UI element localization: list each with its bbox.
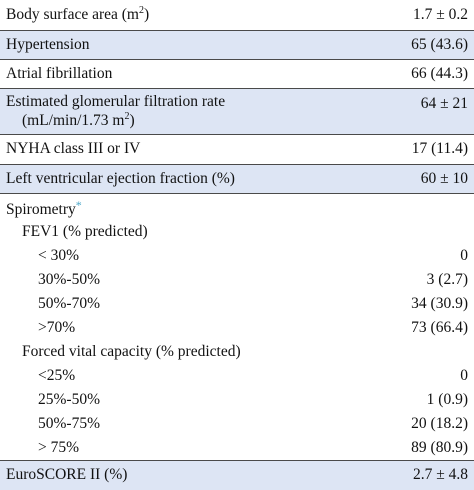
table-row: EuroSCORE II (%) 2.7 ± 4.8 [0, 460, 474, 490]
row-value: 0 [460, 247, 468, 264]
table-row: 50%-75% 20 (18.2) [0, 412, 474, 436]
row-value: 89 (80.9) [356, 436, 474, 461]
row-label: FEV1 (% predicted) [22, 223, 148, 240]
row-label: < 30% [38, 247, 80, 264]
row-label: Spirometry* [6, 198, 82, 218]
row-label: Left ventricular ejection fraction (%) [0, 164, 356, 194]
row-label: <25% [38, 367, 76, 384]
table-row: >70% 73 (66.4) [0, 316, 474, 340]
row-label: 30%-50% [38, 271, 100, 288]
row-value: 66 (44.3) [356, 59, 474, 89]
row-label: Estimated glomerular filtration rate (mL/… [0, 88, 356, 135]
row-value: 64 ± 21 [356, 88, 474, 135]
row-label: > 75% [0, 436, 356, 461]
row-label: EuroSCORE II (%) [0, 460, 356, 490]
table-row: Body surface area (m2) 1.7 ± 0.2 [0, 0, 474, 31]
row-value: 34 (30.9) [411, 295, 468, 312]
table-row: 30%-50% 3 (2.7) [0, 268, 474, 292]
table-row: <25% 0 [0, 364, 474, 388]
row-value: 20 (18.2) [411, 415, 468, 432]
table-row: Spirometry* [0, 193, 474, 220]
row-value: 1.7 ± 0.2 [356, 0, 474, 31]
row-label: 50%-75% [38, 415, 100, 432]
table-row: FEV1 (% predicted) [0, 220, 474, 244]
row-label: NYHA class III or IV [0, 134, 356, 165]
table-row: < 30% 0 [0, 244, 474, 268]
row-value: 60 ± 10 [356, 164, 474, 194]
row-label: Hypertension [0, 30, 356, 60]
footnote-marker[interactable]: * [75, 198, 82, 212]
row-value: 65 (43.6) [356, 30, 474, 60]
row-value [356, 193, 474, 220]
table-row: Estimated glomerular filtration rate (mL/… [0, 88, 474, 135]
row-label: 50%-70% [38, 295, 100, 312]
row-value: 2.7 ± 4.8 [356, 460, 474, 490]
table-row: NYHA class III or IV 17 (11.4) [0, 134, 474, 165]
table-row: Forced vital capacity (% predicted) [0, 340, 474, 364]
row-label: 25%-50% [38, 391, 100, 408]
row-label: >70% [38, 319, 76, 336]
table-row: 25%-50% 1 (0.9) [0, 388, 474, 412]
row-value: 73 (66.4) [411, 319, 468, 336]
row-value: 3 (2.7) [426, 271, 468, 288]
row-value: 17 (11.4) [356, 134, 474, 165]
row-label: Forced vital capacity (% predicted) [22, 343, 241, 360]
table-row: > 75% 89 (80.9) [0, 436, 474, 461]
table-row: Hypertension 65 (43.6) [0, 30, 474, 60]
table-row: Left ventricular ejection fraction (%) 6… [0, 164, 474, 194]
table-row: 50%-70% 34 (30.9) [0, 292, 474, 316]
row-label: Atrial fibrillation [0, 59, 356, 89]
table-row: Atrial fibrillation 66 (44.3) [0, 59, 474, 89]
row-value: 0 [460, 367, 468, 384]
row-value: 1 (0.9) [426, 391, 468, 408]
row-value [356, 340, 474, 364]
row-label: Body surface area (m2) [0, 0, 356, 31]
row-value [356, 220, 474, 244]
